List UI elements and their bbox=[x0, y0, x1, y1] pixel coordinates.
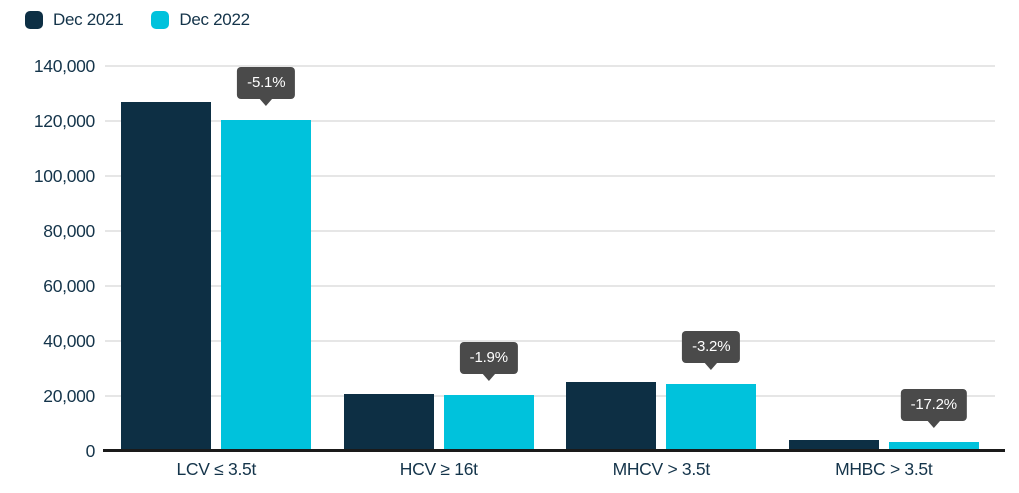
bar-dec-2022-group-1 bbox=[443, 394, 534, 451]
y-tick-label-100000: 100,000 bbox=[33, 166, 95, 186]
gridline-100000 bbox=[105, 175, 995, 177]
y-tick-label-120000: 120,000 bbox=[33, 111, 95, 131]
bar-dec-2021-group-1 bbox=[343, 393, 434, 451]
gridline-40000 bbox=[105, 340, 995, 342]
y-tick-label-60000: 60,000 bbox=[43, 276, 95, 296]
y-tick-label-0: 0 bbox=[85, 441, 96, 461]
bar-dec-2021-group-3 bbox=[788, 440, 879, 451]
x-tick-label-group-3: MHBC > 3.5t bbox=[835, 459, 933, 479]
x-tick-label-group-0: LCV ≤ 3.5t bbox=[176, 459, 257, 479]
legend-label-dec-2021: Dec 2021 bbox=[53, 10, 124, 29]
change-badge-group-3: -17.2% bbox=[900, 388, 967, 421]
change-badge-group-0: -5.1% bbox=[237, 66, 296, 99]
change-badge-group-1: -1.9% bbox=[459, 341, 518, 374]
bar-dec-2022-group-0 bbox=[221, 119, 312, 451]
legend-swatch-dec-2021-icon bbox=[25, 11, 43, 29]
plot-area: -5.1% -1.9% -3.2% -17.2% bbox=[103, 65, 1005, 452]
x-tick-label-group-2: MHCV > 3.5t bbox=[612, 459, 711, 479]
bar-dec-2022-group-2 bbox=[666, 383, 757, 451]
change-badge-group-2: -3.2% bbox=[682, 330, 741, 363]
x-axis-line bbox=[103, 449, 1005, 452]
gridline-80000 bbox=[105, 230, 995, 232]
y-tick-label-140000: 140,000 bbox=[33, 56, 95, 76]
bar-dec-2022-group-3 bbox=[888, 441, 979, 451]
y-tick-label-20000: 20,000 bbox=[43, 386, 95, 406]
gridline-120000 bbox=[105, 120, 995, 122]
legend-swatch-dec-2022-icon bbox=[151, 11, 170, 29]
y-tick-label-80000: 80,000 bbox=[43, 221, 95, 241]
legend-item-dec-2021: Dec 2021 bbox=[25, 10, 124, 30]
legend-item-dec-2022: Dec 2022 bbox=[151, 10, 250, 30]
bar-dec-2021-group-0 bbox=[121, 102, 212, 451]
y-tick-label-40000: 40,000 bbox=[43, 331, 95, 351]
legend-label-dec-2022: Dec 2022 bbox=[179, 10, 250, 29]
gridline-20000 bbox=[105, 395, 995, 397]
chart-legend: Dec 2021 Dec 2022 bbox=[25, 10, 250, 30]
bar-dec-2021-group-2 bbox=[566, 381, 657, 451]
gridline-140000 bbox=[105, 65, 995, 67]
gridline-60000 bbox=[105, 285, 995, 287]
x-tick-label-group-1: HCV ≥ 16t bbox=[399, 459, 478, 479]
